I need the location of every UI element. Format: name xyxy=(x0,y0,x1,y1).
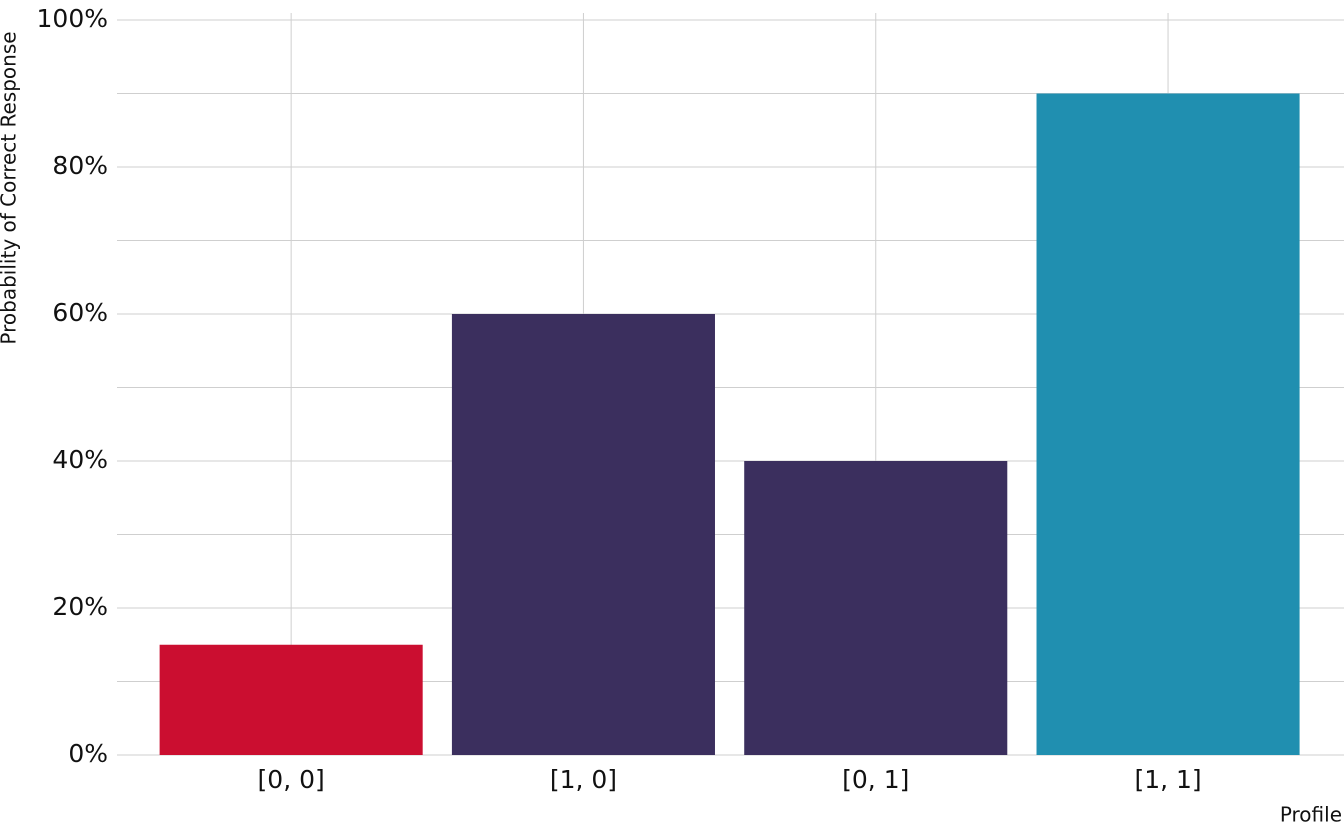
y-tick-label: 80% xyxy=(52,151,108,180)
x-tick-label: [1, 1] xyxy=(1134,765,1201,794)
y-tick-label: 100% xyxy=(37,4,108,33)
x-tick-label: [1, 0] xyxy=(550,765,617,794)
y-tick-label: 20% xyxy=(52,592,108,621)
y-tick-label: 0% xyxy=(68,739,108,768)
y-tick-label: 60% xyxy=(52,298,108,327)
x-tick-label: [0, 0] xyxy=(258,765,325,794)
x-tick-label: [0, 1] xyxy=(842,765,909,794)
bar xyxy=(1036,93,1300,755)
y-axis-title: Probability of Correct Response xyxy=(0,31,21,344)
bar xyxy=(159,644,423,755)
y-tick-label: 40% xyxy=(52,445,108,474)
x-axis-title: Profile xyxy=(1280,803,1342,827)
bar xyxy=(744,461,1008,755)
bar xyxy=(451,314,715,755)
